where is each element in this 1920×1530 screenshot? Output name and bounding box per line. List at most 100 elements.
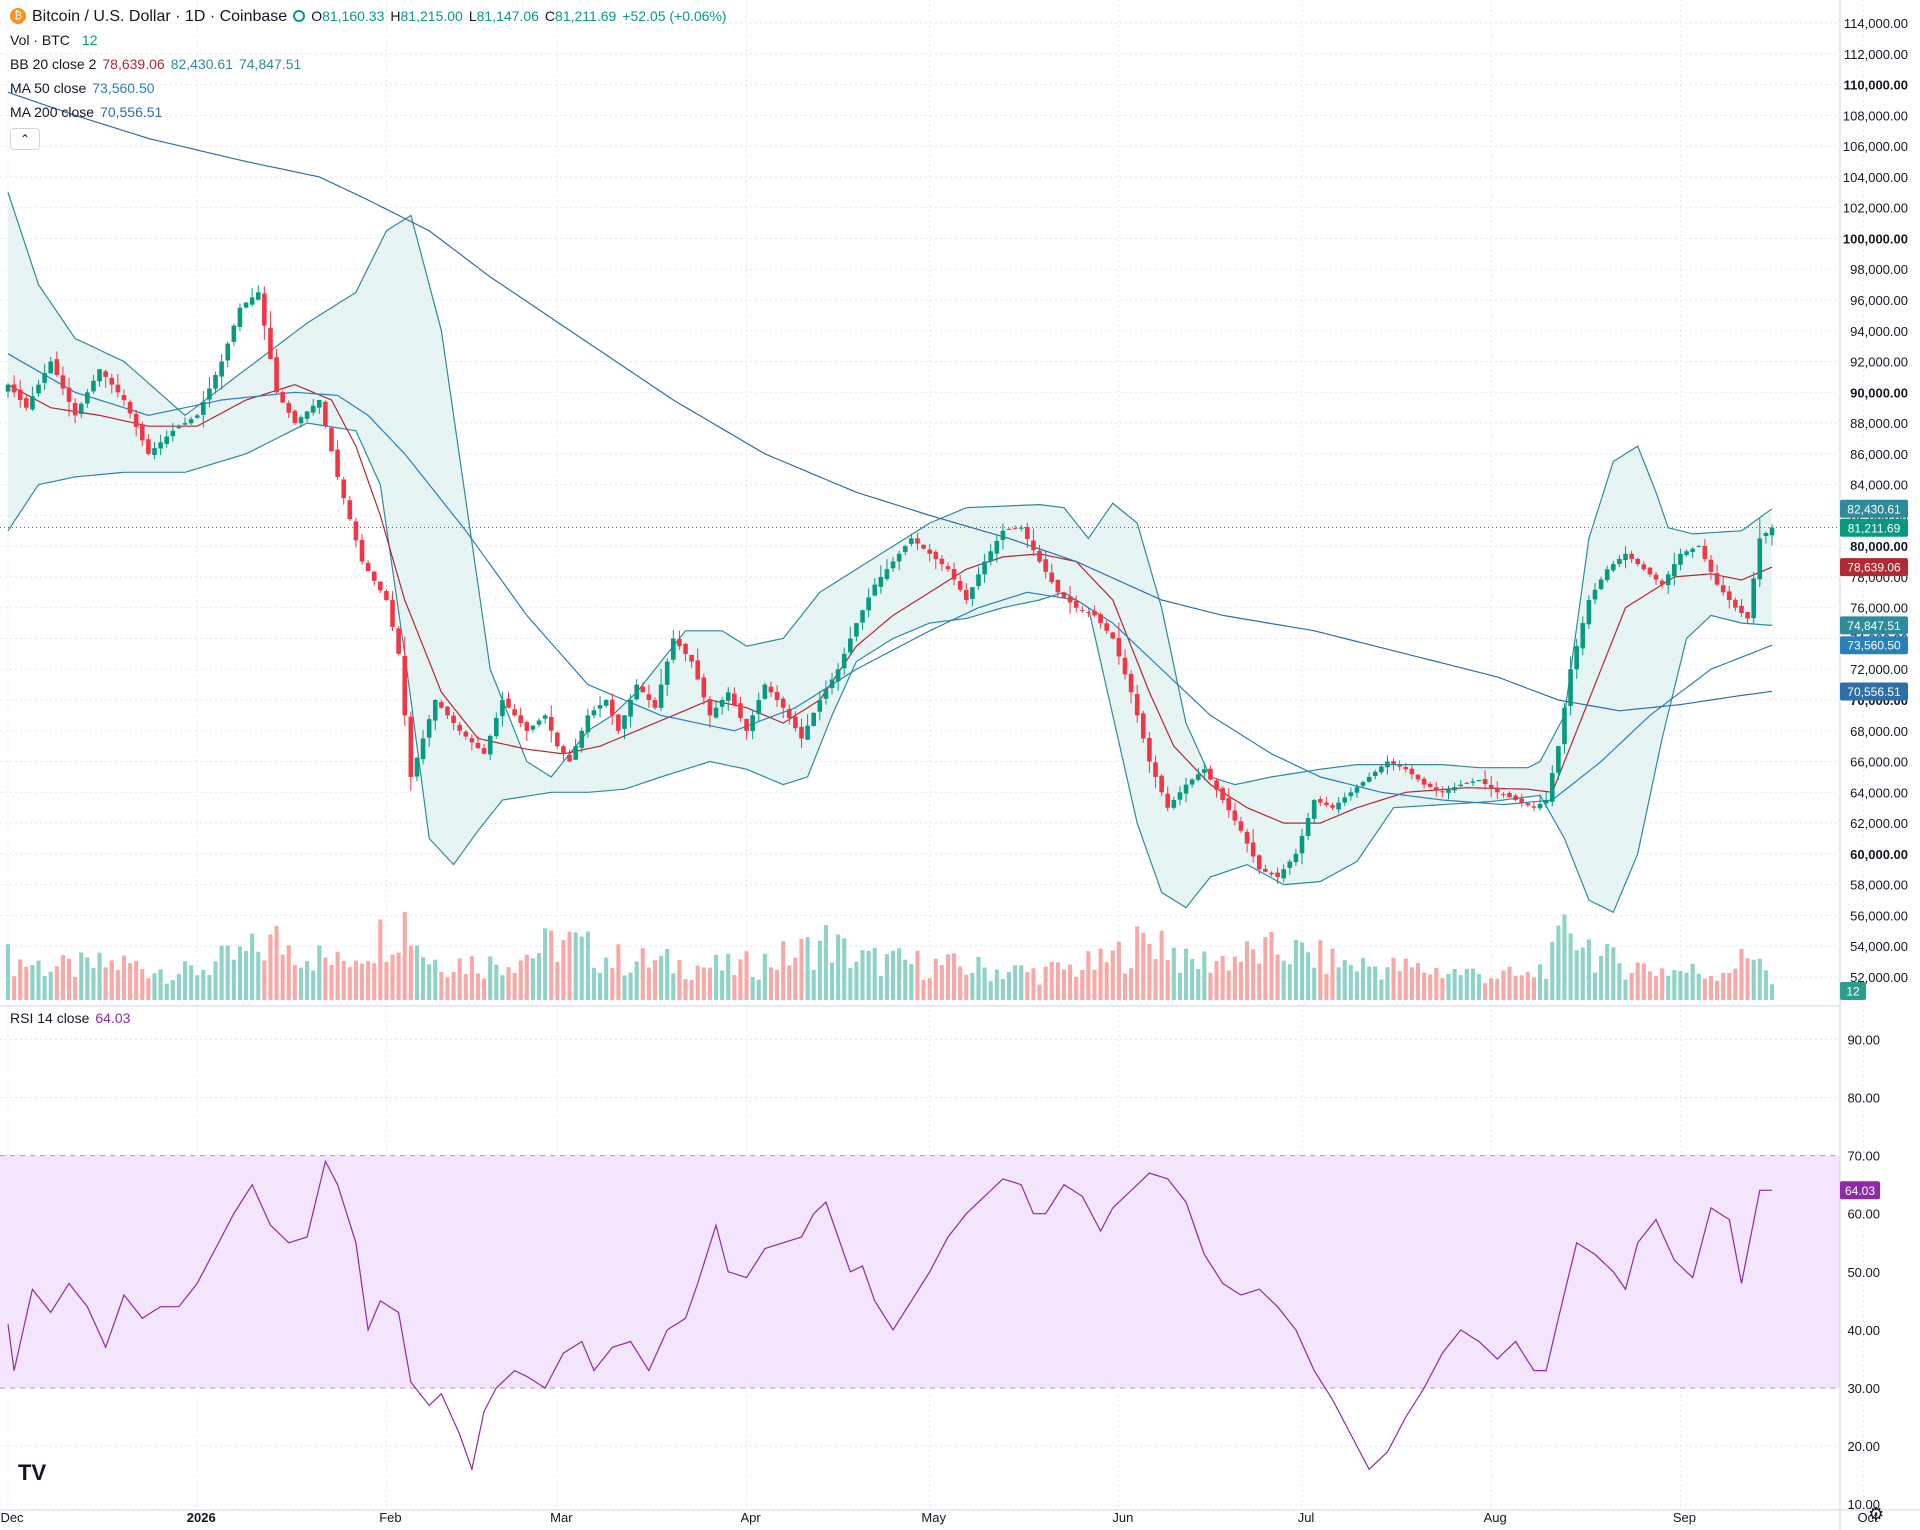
volume-bar <box>341 961 346 1000</box>
candle-body <box>1562 707 1567 745</box>
volume-bar <box>1574 950 1579 1000</box>
price-tick-label: 80,000.00 <box>1850 539 1908 554</box>
candle-body <box>1482 778 1488 785</box>
chevron-up-icon: ⌃ <box>19 132 31 146</box>
candle-body <box>640 686 646 693</box>
candle-body <box>1037 550 1042 562</box>
volume-bar <box>988 981 993 1000</box>
candle-body <box>109 377 115 385</box>
candle-body <box>1318 799 1323 803</box>
volume-bar <box>701 967 706 1000</box>
volume-bar <box>298 967 304 1000</box>
bb-legend[interactable]: BB 20 close 2 78,639.06 82,430.61 74,847.51 <box>10 52 301 76</box>
rsi-tick-label: 70.00 <box>1847 1149 1880 1164</box>
candle-body <box>1079 610 1085 612</box>
volume-bar <box>787 965 792 1000</box>
collapse-legend-button[interactable]: ⌃ <box>10 128 40 150</box>
candle-body <box>1226 798 1232 811</box>
candle-body <box>42 373 47 383</box>
price-tick-label: 90,000.00 <box>1850 385 1908 400</box>
tradingview-logo[interactable]: TV <box>18 1460 47 1485</box>
volume-bar <box>1092 969 1097 1000</box>
volume-bar <box>115 970 120 1000</box>
volume-bar <box>775 969 780 1000</box>
volume-bar <box>85 957 90 1000</box>
volume-bar <box>1287 964 1292 1000</box>
candle-body <box>1763 532 1769 537</box>
volume-bar <box>1153 959 1158 1000</box>
gear-icon[interactable]: ⚙ <box>1868 1504 1885 1524</box>
ma50-legend[interactable]: MA 50 close 73,560.50 <box>10 76 155 100</box>
price-label-tag <box>1840 682 1908 701</box>
price-tick-label: 68,000.00 <box>1850 724 1908 739</box>
rsi-line <box>7 1159 1772 1472</box>
candle-body <box>542 715 548 719</box>
volume-bar <box>1226 970 1231 1000</box>
volume-bar <box>79 952 84 1000</box>
volume-bar <box>451 972 456 1000</box>
candle-body <box>127 401 133 414</box>
candle-body <box>1678 553 1683 565</box>
candle-body <box>225 343 231 361</box>
candle-body <box>341 479 347 499</box>
volume-bar <box>1611 947 1616 1000</box>
candle-body <box>48 361 54 374</box>
candle-body <box>1116 637 1122 657</box>
volume-bar <box>494 964 499 1000</box>
volume-bar <box>286 945 291 1000</box>
rsi-tick-label: 90.00 <box>1847 1032 1880 1047</box>
candle-body <box>1391 761 1396 765</box>
volume-bar <box>677 959 682 1000</box>
price-tick-label: 102,000.00 <box>1843 201 1908 216</box>
volume-bar <box>1696 973 1701 1000</box>
candle-body <box>1586 600 1592 625</box>
volume-bar <box>195 975 200 1000</box>
ma50-line <box>7 353 1773 806</box>
candle-body <box>1415 774 1421 780</box>
candle-body <box>280 392 285 403</box>
symbol-header[interactable]: Bitcoin / U.S. Dollar · 1D · CoinbaseO81… <box>10 4 727 29</box>
time-tick-label: Apr <box>740 1510 761 1525</box>
ma200-legend[interactable]: MA 200 close 70,556.51 <box>10 100 162 124</box>
candle-body <box>85 392 90 404</box>
volume-bar <box>1074 976 1079 1000</box>
candle-body <box>1360 782 1366 786</box>
volume-bar <box>1251 949 1256 1000</box>
volume-bar <box>176 974 181 1000</box>
candle-body <box>445 706 450 716</box>
volume-bar <box>921 979 926 1000</box>
candle-body <box>1171 800 1177 808</box>
candle-body <box>1513 795 1518 800</box>
price-tick-label: 54,000.00 <box>1850 939 1908 954</box>
candle-body <box>5 384 11 392</box>
candle-body <box>1519 798 1525 803</box>
volume-bar <box>384 961 389 1000</box>
candle-body <box>786 709 792 718</box>
candle-body <box>213 375 218 389</box>
candle-body <box>774 692 780 700</box>
candle-body <box>579 730 585 748</box>
volume-bar <box>543 928 548 1000</box>
volume-bar <box>1721 972 1726 1000</box>
ma200-label: MA 200 close <box>10 104 95 120</box>
volume-bar <box>707 967 712 1000</box>
candle-body <box>329 427 334 452</box>
volume-legend[interactable]: Vol · BTC 12 <box>10 28 97 52</box>
volume-bar <box>952 953 957 1000</box>
volume-bar <box>1312 967 1317 1000</box>
rsi-legend[interactable]: RSI 14 close 64.03 <box>10 1006 130 1030</box>
candle-body <box>988 551 994 561</box>
candle-body <box>890 561 896 569</box>
candle-body <box>133 413 139 427</box>
symbol-title[interactable]: Bitcoin / U.S. Dollar · 1D · Coinbase <box>32 8 288 25</box>
volume-bar <box>744 951 749 1000</box>
candle-body <box>1244 831 1250 844</box>
volume-bar <box>915 950 920 1000</box>
candle-body <box>1330 805 1335 808</box>
candle-body <box>1189 779 1195 785</box>
rsi-tick-label: 40.00 <box>1847 1323 1880 1338</box>
candle-body <box>1653 574 1659 580</box>
volume-bar <box>1550 941 1555 1000</box>
